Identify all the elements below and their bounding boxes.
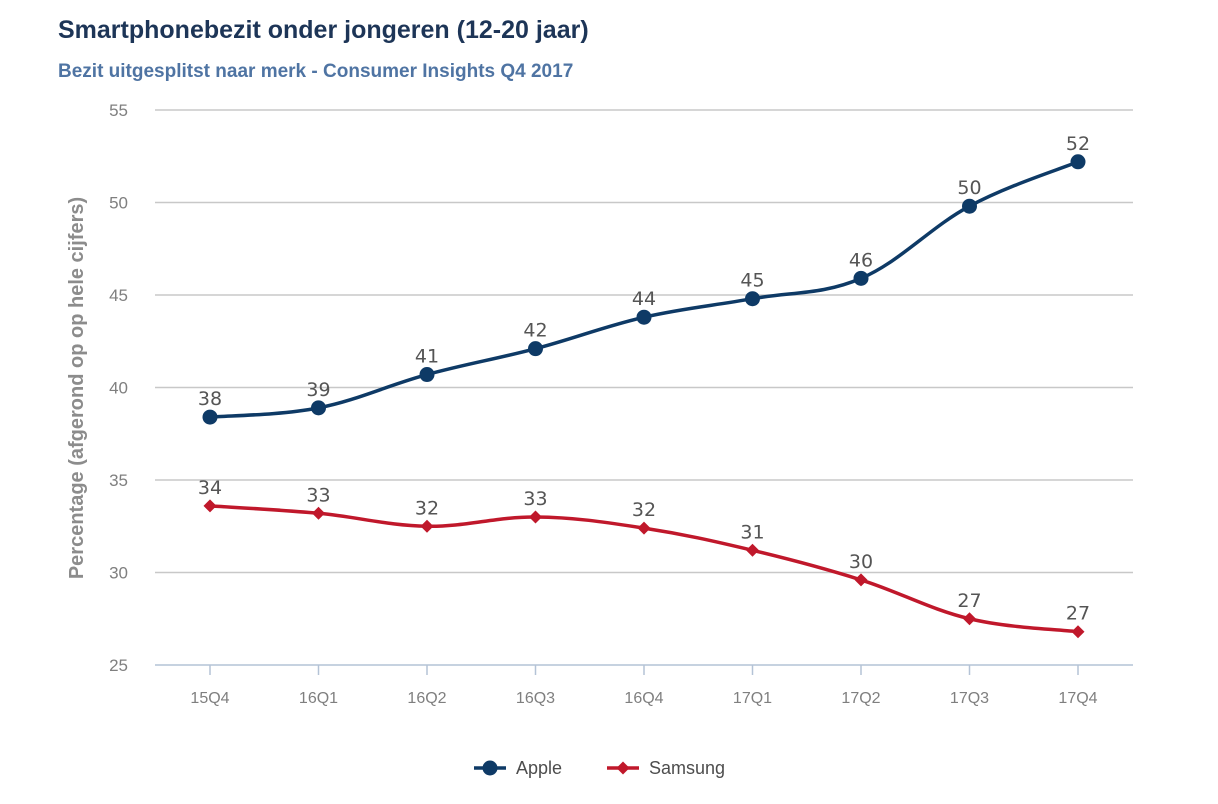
apple-point[interactable] — [962, 198, 977, 214]
apple-data-label: 52 — [1066, 133, 1090, 155]
apple-point[interactable] — [528, 341, 543, 357]
apple-point[interactable] — [1070, 154, 1086, 170]
apple-point[interactable] — [202, 409, 218, 425]
apple-data-label: 44 — [632, 288, 656, 310]
apple-data-label: 50 — [957, 177, 981, 199]
apple-point[interactable] — [853, 270, 869, 286]
samsung-data-label: 27 — [957, 590, 981, 612]
samsung-point[interactable] — [746, 543, 759, 557]
samsung-data-label: 34 — [198, 477, 222, 499]
samsung-point[interactable] — [203, 499, 217, 513]
apple-data-label: 38 — [198, 388, 222, 410]
samsung-data-label: 32 — [632, 499, 656, 521]
apple-data-label: 39 — [306, 379, 330, 401]
x-tick-label: 16Q2 — [407, 690, 446, 707]
y-tick-label: 40 — [109, 379, 128, 398]
samsung-point[interactable] — [1071, 625, 1085, 639]
y-axis-title: Percentage (afgerond op op hele cijfers) — [66, 197, 88, 579]
apple-point[interactable] — [745, 291, 760, 307]
y-tick-label: 45 — [109, 286, 128, 305]
y-tick-label: 55 — [109, 101, 128, 120]
samsung-point[interactable] — [854, 573, 868, 587]
x-tick-label: 16Q3 — [516, 690, 555, 707]
y-tick-label: 30 — [109, 564, 128, 583]
legend-marker — [616, 761, 630, 775]
samsung-data-label: 33 — [523, 488, 547, 510]
legend-marker — [482, 760, 498, 776]
x-tick-label: 17Q2 — [841, 690, 880, 707]
samsung-data-label: 32 — [415, 497, 439, 519]
samsung-data-label: 27 — [1066, 603, 1090, 625]
apple-point[interactable] — [636, 309, 652, 325]
samsung-point[interactable] — [312, 506, 325, 520]
apple-data-label: 42 — [523, 320, 547, 342]
legend-label: Samsung — [649, 758, 725, 778]
samsung-point[interactable] — [529, 510, 542, 524]
y-tick-label: 35 — [109, 471, 128, 490]
x-tick-label: 17Q4 — [1058, 690, 1097, 707]
chart-subtitle: Bezit uitgesplitst naar merk - Consumer … — [58, 61, 574, 82]
chart-title: Smartphonebezit onder jongeren (12-20 ja… — [58, 16, 589, 44]
y-tick-label: 25 — [109, 656, 128, 675]
x-tick-label: 17Q3 — [950, 690, 989, 707]
samsung-point[interactable] — [420, 519, 434, 533]
samsung-point[interactable] — [637, 521, 651, 535]
legend-item-samsung[interactable]: Samsung — [607, 758, 725, 778]
samsung-data-label: 30 — [849, 551, 873, 573]
samsung-data-label: 31 — [740, 521, 764, 543]
apple-data-label: 45 — [740, 270, 764, 292]
x-tick-label: 15Q4 — [190, 690, 229, 707]
y-tick-label: 50 — [109, 194, 128, 213]
apple-data-label: 41 — [415, 346, 439, 368]
samsung-data-label: 33 — [306, 484, 330, 506]
legend-item-apple[interactable]: Apple — [474, 758, 562, 778]
apple-data-label: 46 — [849, 249, 873, 271]
legend-label: Apple — [516, 758, 562, 778]
apple-point[interactable] — [311, 400, 326, 416]
x-tick-label: 16Q4 — [624, 690, 663, 707]
samsung-point[interactable] — [963, 612, 976, 626]
x-tick-label: 16Q1 — [299, 690, 338, 707]
apple-point[interactable] — [419, 367, 435, 383]
x-tick-label: 17Q1 — [733, 690, 772, 707]
